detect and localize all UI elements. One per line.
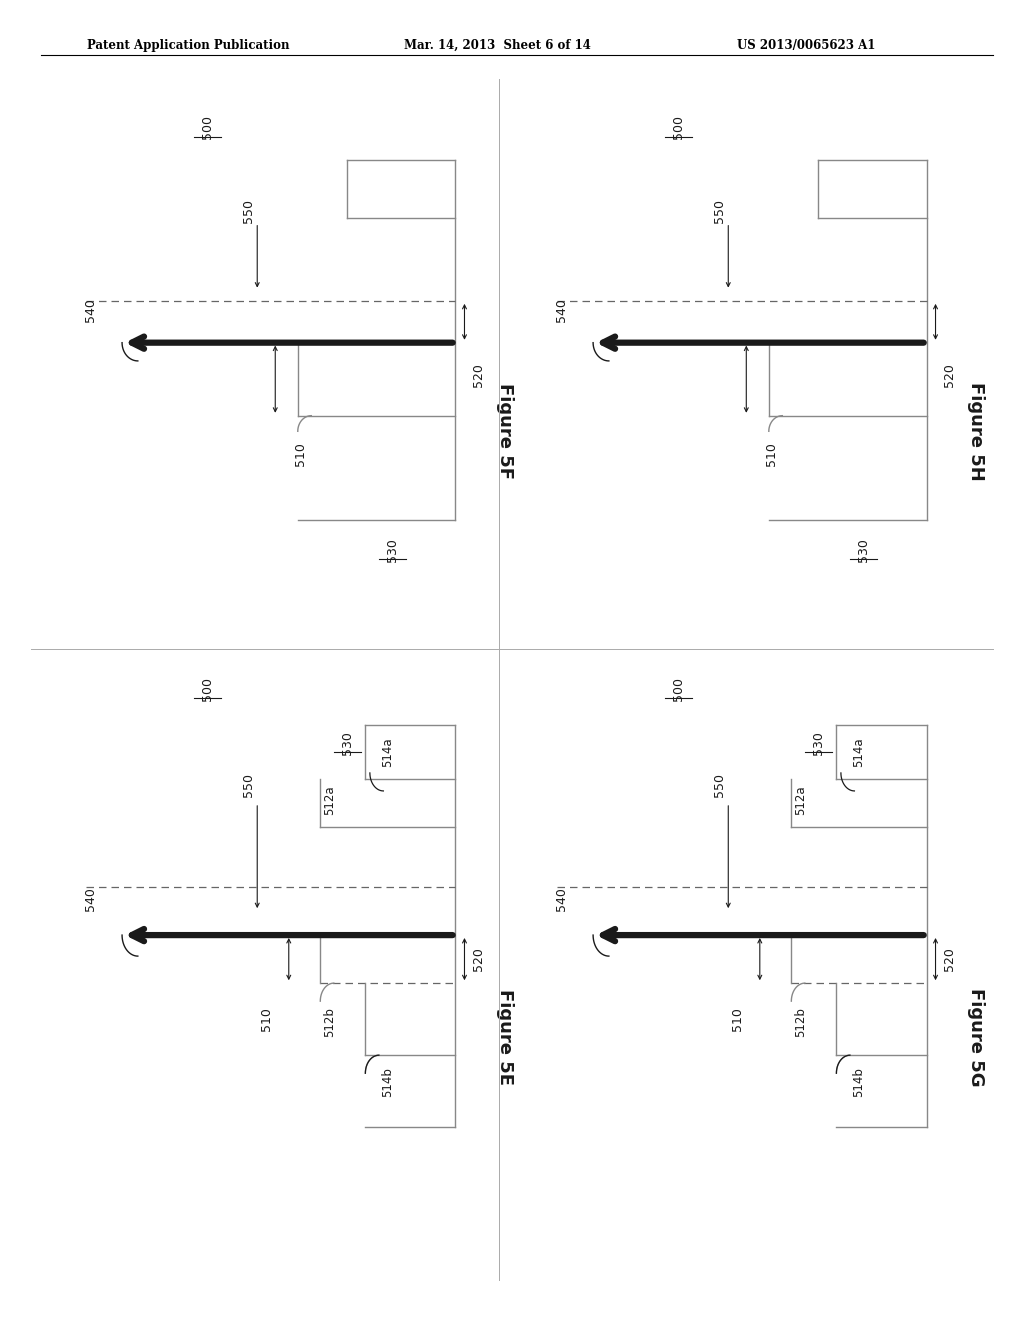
Text: 510: 510 [260,1007,272,1031]
Text: Figure 5H: Figure 5H [967,381,985,480]
Text: 540: 540 [555,298,568,322]
Text: 500: 500 [672,677,685,701]
Text: Figure 5E: Figure 5E [496,989,514,1085]
Text: 510: 510 [765,442,777,466]
Text: 510: 510 [731,1007,743,1031]
Text: 512b: 512b [323,1007,336,1038]
Text: 520: 520 [942,363,955,387]
Text: Patent Application Publication: Patent Application Publication [87,40,290,51]
Text: 520: 520 [471,363,484,387]
Text: 520: 520 [942,948,955,972]
Text: Figure 5F: Figure 5F [496,383,514,479]
Text: 540: 540 [84,887,97,911]
Text: 550: 550 [713,199,726,223]
Text: 530: 530 [341,731,354,755]
Text: Figure 5G: Figure 5G [967,987,985,1086]
Text: 512a: 512a [323,785,336,814]
Text: US 2013/0065623 A1: US 2013/0065623 A1 [737,40,876,51]
Text: 514b: 514b [852,1067,865,1097]
Text: 550: 550 [242,774,255,797]
Text: 514b: 514b [381,1067,394,1097]
Text: 500: 500 [201,115,214,140]
Text: 530: 530 [812,731,825,755]
Text: 530: 530 [386,537,399,562]
Text: 520: 520 [471,948,484,972]
Text: 514a: 514a [381,738,394,767]
Text: Mar. 14, 2013  Sheet 6 of 14: Mar. 14, 2013 Sheet 6 of 14 [404,40,591,51]
Text: 512a: 512a [794,785,807,814]
Text: 540: 540 [84,298,97,322]
Text: 512b: 512b [794,1007,807,1038]
Text: 514a: 514a [852,738,865,767]
Text: 550: 550 [242,199,255,223]
Text: 530: 530 [857,537,870,562]
Text: 500: 500 [672,115,685,140]
Text: 540: 540 [555,887,568,911]
Text: 510: 510 [294,442,306,466]
Text: 550: 550 [713,774,726,797]
Text: 500: 500 [201,677,214,701]
